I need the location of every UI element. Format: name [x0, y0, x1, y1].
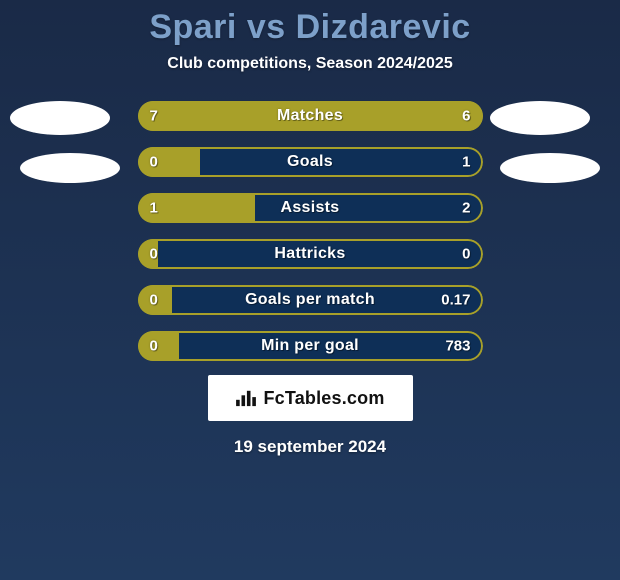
- stat-label: Hattricks: [138, 245, 483, 263]
- content-wrapper: Spari vs Dizdarevic Club competitions, S…: [0, 0, 620, 580]
- subtitle: Club competitions, Season 2024/2025: [167, 55, 452, 73]
- stat-bar: 00Hattricks: [138, 239, 483, 269]
- page-title: Spari vs Dizdarevic: [149, 8, 470, 47]
- stat-bar: 01Goals: [138, 147, 483, 177]
- stat-bar: 0783Min per goal: [138, 331, 483, 361]
- title-player2: Dizdarevic: [296, 8, 471, 46]
- brand-badge: FcTables.com: [208, 375, 413, 421]
- stat-label: Assists: [138, 199, 483, 217]
- player1-photo-placeholder-top: [10, 101, 110, 135]
- title-player1: Spari: [149, 8, 237, 46]
- stat-bar: 12Assists: [138, 193, 483, 223]
- stat-label: Matches: [138, 107, 483, 125]
- stat-label: Goals: [138, 153, 483, 171]
- player2-photo-placeholder-bottom: [500, 153, 600, 183]
- stats-stage: 76Matches 01Goals 12Assists 00Hattricks 00.1…: [0, 101, 620, 361]
- date-text: 19 september 2024: [234, 437, 386, 457]
- brand-text: FcTables.com: [263, 388, 384, 409]
- stat-bars: 76Matches 01Goals 12Assists 00Hattricks 00.1…: [138, 101, 483, 361]
- player2-photo-placeholder-top: [490, 101, 590, 135]
- stat-bar: 76Matches: [138, 101, 483, 131]
- title-vs: vs: [247, 8, 286, 46]
- stat-bar: 00.17Goals per match: [138, 285, 483, 315]
- stat-label: Goals per match: [138, 291, 483, 309]
- player1-photo-placeholder-bottom: [20, 153, 120, 183]
- brand-bars-icon: [235, 389, 257, 407]
- stat-label: Min per goal: [138, 337, 483, 355]
